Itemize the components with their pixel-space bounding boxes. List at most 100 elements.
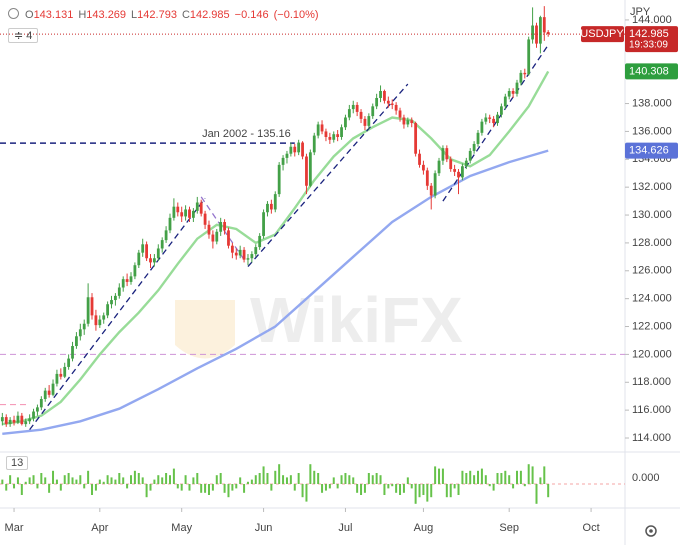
- candle-body: [293, 146, 297, 153]
- oscillator-bar: [94, 484, 97, 491]
- oscillator-bar: [133, 470, 136, 484]
- oscillator-bar: [211, 484, 214, 491]
- oscillator-bar: [227, 484, 230, 498]
- oscillator-bar: [445, 484, 448, 498]
- settings-icon[interactable]: [645, 525, 657, 537]
- candle-body: [180, 212, 184, 217]
- oscillator-bar: [5, 484, 8, 491]
- oscillator-bar: [282, 475, 285, 484]
- oscillator-bar: [508, 475, 511, 484]
- candle-body: [398, 110, 402, 118]
- candle-body: [344, 117, 347, 128]
- candle-body: [445, 148, 449, 160]
- oscillator-bar: [278, 464, 281, 484]
- candle-body: [152, 258, 156, 263]
- oscillator-bar: [438, 468, 441, 484]
- candle-body: [102, 315, 106, 320]
- candle-body: [441, 148, 445, 161]
- candle-body: [328, 136, 332, 140]
- oscillator-bar: [130, 475, 133, 484]
- y-tick-label: 130.000: [632, 209, 672, 221]
- candle-body: [156, 248, 160, 259]
- candle-body: [51, 383, 55, 395]
- candle-body: [36, 407, 39, 412]
- oscillator-bar: [239, 477, 242, 484]
- watermark: WikiFX: [175, 284, 463, 359]
- oscillator-bar: [519, 470, 522, 484]
- candle-body: [363, 118, 367, 126]
- candle-body: [121, 279, 125, 288]
- candle-body: [114, 295, 117, 301]
- candle-body: [0, 417, 4, 422]
- candle-body: [464, 160, 468, 167]
- oscillator-bar: [340, 475, 343, 484]
- oscillator-bar: [418, 484, 421, 498]
- candle-body: [78, 329, 82, 337]
- candle-body: [519, 72, 523, 83]
- ohlc-prefix: L: [131, 9, 138, 21]
- oscillator-bar: [356, 484, 359, 493]
- oscillator-bar: [141, 477, 144, 484]
- price-tag-text: 142.985: [629, 28, 669, 40]
- candle-body: [262, 212, 265, 236]
- oscillator-bar: [75, 479, 78, 484]
- candle-body: [457, 171, 460, 178]
- currency-label: JPY: [630, 6, 651, 18]
- candle-body: [418, 153, 421, 165]
- countdown: 19:33:09: [629, 40, 668, 51]
- oscillator-bar: [258, 473, 261, 484]
- candle-body: [168, 217, 172, 231]
- oscillator-bar: [422, 484, 425, 495]
- candle-body: [410, 120, 414, 124]
- oscillator-bar: [379, 475, 382, 484]
- oscillator-bar: [63, 475, 66, 484]
- candle-body: [425, 170, 429, 186]
- oscillator-bar: [410, 484, 413, 489]
- oscillator-bar: [270, 484, 273, 491]
- candle-body: [488, 117, 492, 119]
- x-tick-label: Jul: [338, 522, 352, 534]
- oscillator-bar: [36, 484, 39, 489]
- x-tick-label: May: [171, 522, 192, 534]
- candle-body: [371, 106, 375, 117]
- y-tick-label: 120.000: [632, 348, 672, 360]
- candle-body: [281, 157, 285, 165]
- candle-body: [67, 358, 71, 367]
- candle-body: [242, 249, 246, 260]
- candle-body: [199, 202, 203, 214]
- candle-body: [277, 164, 281, 195]
- oscillator-bar: [67, 473, 70, 484]
- candle-body: [297, 142, 301, 153]
- candle-body: [336, 134, 340, 137]
- oscillator-bar: [383, 484, 386, 495]
- candle-body: [305, 156, 308, 186]
- oscillator-bar: [348, 475, 351, 484]
- candle-body: [39, 398, 43, 408]
- oscillator-bar: [297, 473, 300, 484]
- candle-body: [503, 96, 507, 107]
- candle-body: [207, 224, 211, 235]
- candle-body: [383, 91, 386, 101]
- candle-body: [476, 132, 480, 144]
- oscillator-bar: [324, 484, 327, 491]
- oscillator-bar: [207, 484, 210, 495]
- oscillator-bar: [305, 484, 308, 502]
- oscillator-bar: [231, 484, 234, 491]
- candle-body: [246, 258, 250, 260]
- candle-body: [289, 146, 293, 154]
- oscillator-bar: [87, 470, 90, 484]
- oscillator-bar: [321, 484, 324, 493]
- candle-body: [347, 109, 351, 118]
- oscillator-bar: [246, 481, 249, 484]
- oscillator-bar: [40, 473, 43, 484]
- oscillator-bar: [55, 479, 58, 484]
- oscillator-bar: [262, 466, 265, 484]
- oscillator-bar: [223, 484, 226, 493]
- y-tick-label: 118.000: [632, 376, 671, 388]
- oscillator-label: 13: [6, 456, 29, 470]
- y-tick-label: 138.000: [632, 97, 672, 109]
- oscillator-bar: [165, 473, 168, 484]
- candle-body: [301, 142, 304, 157]
- oscillator-bar: [547, 484, 550, 498]
